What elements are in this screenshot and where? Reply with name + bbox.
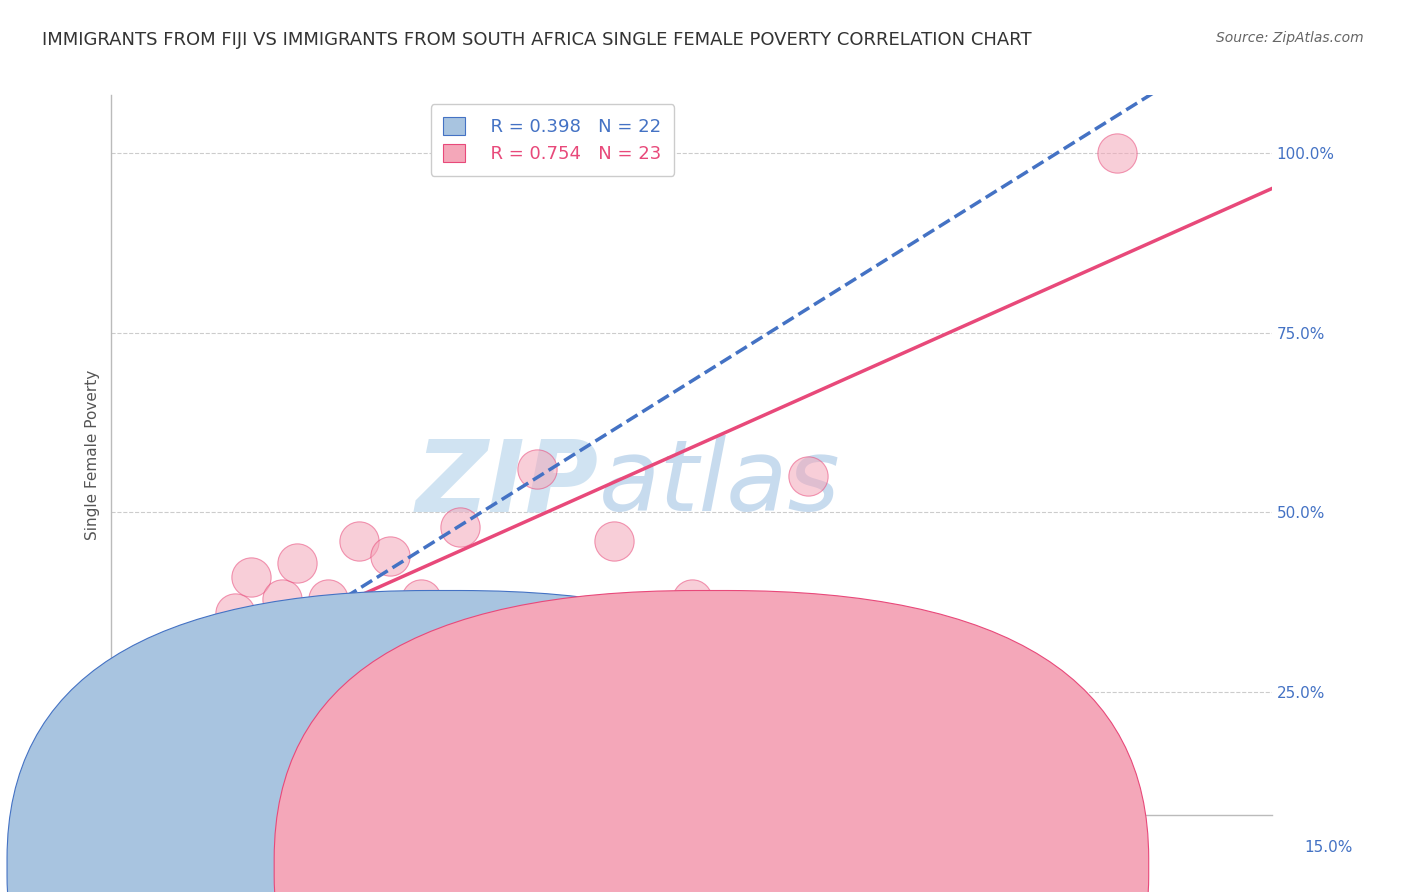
Point [115, 721, 138, 735]
Point [108, 736, 131, 750]
Point [603, 534, 626, 549]
Text: 15.0%: 15.0% [1305, 840, 1353, 855]
Point [796, 469, 818, 483]
Point [162, 699, 184, 714]
Point [131, 706, 153, 721]
Point [115, 721, 138, 735]
Point [217, 664, 239, 678]
Text: atlas: atlas [599, 435, 841, 533]
Point [155, 699, 177, 714]
Point [193, 678, 215, 692]
Point [177, 664, 200, 678]
Point [208, 649, 231, 664]
Point [208, 649, 231, 664]
Text: Immigrants from Fiji: Immigrants from Fiji [464, 860, 617, 874]
Point [224, 635, 246, 649]
Point [232, 657, 254, 671]
Legend:   R = 0.398   N = 22,   R = 0.754   N = 23: R = 0.398 N = 22, R = 0.754 N = 23 [430, 104, 675, 176]
Point [301, 628, 323, 642]
Text: ZIP: ZIP [416, 435, 599, 533]
Point [270, 635, 292, 649]
Point [131, 706, 153, 721]
Point [409, 591, 432, 606]
Point [285, 556, 308, 570]
Text: IMMIGRANTS FROM FIJI VS IMMIGRANTS FROM SOUTH AFRICA SINGLE FEMALE POVERTY CORRE: IMMIGRANTS FROM FIJI VS IMMIGRANTS FROM … [42, 31, 1032, 49]
Point [526, 462, 548, 476]
Point [224, 606, 246, 620]
Point [193, 678, 215, 692]
Point [139, 714, 162, 728]
Point [186, 671, 208, 685]
Point [270, 591, 292, 606]
Point [254, 642, 277, 657]
Point [1107, 145, 1129, 160]
Point [449, 520, 471, 534]
Point [170, 706, 193, 721]
Point [146, 743, 169, 757]
Point [201, 664, 224, 678]
Point [378, 549, 401, 563]
Point [254, 628, 277, 642]
Point [681, 591, 703, 606]
Y-axis label: Single Female Poverty: Single Female Poverty [86, 370, 100, 540]
Point [177, 685, 200, 699]
Point [285, 621, 308, 635]
Text: Source: ZipAtlas.com: Source: ZipAtlas.com [1216, 31, 1364, 45]
Point [162, 692, 184, 706]
Text: Immigrants from South Africa: Immigrants from South Africa [731, 860, 957, 874]
Text: 0.0%: 0.0% [72, 840, 111, 855]
Point [316, 591, 339, 606]
Point [347, 534, 370, 549]
Point [239, 649, 262, 664]
Point [124, 736, 146, 750]
Point [239, 570, 262, 584]
Point [146, 692, 169, 706]
Point [108, 728, 131, 742]
